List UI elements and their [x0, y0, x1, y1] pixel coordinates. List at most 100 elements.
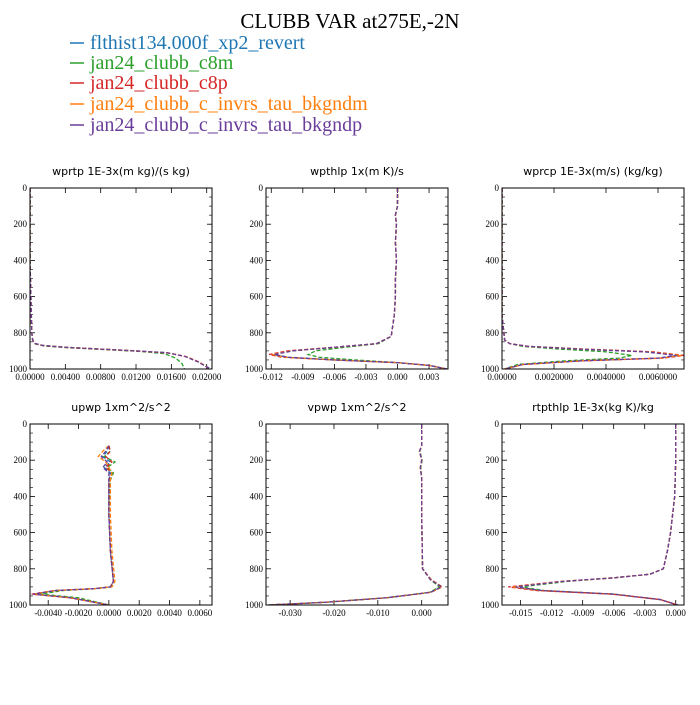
series-line [272, 188, 448, 369]
series-line [268, 424, 443, 605]
series-line [31, 445, 115, 605]
series-line [268, 424, 441, 605]
x-tick-label: 0.0060 [187, 608, 212, 618]
y-tick-label: 800 [14, 564, 28, 574]
y-tick-label: 1000 [481, 600, 500, 610]
x-tick-label: -0.009 [571, 608, 595, 618]
y-tick-label: 400 [250, 255, 264, 265]
series-line [32, 445, 115, 605]
series-line [268, 424, 443, 605]
panel-title: wprcp 1E-3x(m/s) (kg/kg) [523, 165, 662, 178]
chart-panel: wprtp 1E-3x(m kg)/(s kg) 0 200 400 600 800 100… [9, 165, 222, 382]
y-tick-label: 200 [486, 219, 500, 229]
y-tick-label: 800 [250, 328, 264, 338]
series-line [40, 445, 117, 605]
legend-label: flthist134.000f_xp2_revert [90, 32, 305, 54]
x-tick-label: 0.00000 [15, 372, 45, 382]
series-line [30, 188, 211, 369]
x-tick-label: 0.000 [666, 608, 687, 618]
series-line [520, 424, 678, 605]
chart-panel: vpwp 1xm^2/s^2 0 200 400 600 800 1000 -0.030 -0.… [245, 401, 449, 618]
x-tick-label: -0.006 [323, 372, 347, 382]
y-tick-label: 800 [250, 564, 264, 574]
series-line [512, 424, 678, 605]
x-tick-label: 0.00000 [487, 372, 517, 382]
x-tick-label: -0.030 [278, 608, 302, 618]
x-tick-label: -0.010 [366, 608, 390, 618]
panel-title: upwp 1xm^2/s^2 [71, 401, 171, 414]
y-tick-label: 800 [486, 564, 500, 574]
series-line [268, 424, 444, 605]
legend-label: jan24_clubb_c_invrs_tau_bkgndp [89, 114, 362, 136]
x-tick-label: 0.02000 [192, 372, 222, 382]
series-line [502, 188, 633, 369]
legend-label: jan24_clubb_c8m [89, 52, 234, 74]
x-tick-label: 0.01600 [157, 372, 187, 382]
series-line [32, 445, 116, 605]
y-tick-label: 0 [495, 419, 500, 429]
chart-panel: upwp 1xm^2/s^2 0 200 400 600 800 1000 -0.0040 -0… [9, 401, 213, 618]
y-tick-label: 200 [486, 455, 500, 465]
y-tick-label: 400 [250, 491, 264, 501]
x-tick-label: 0.0000 [96, 608, 121, 618]
chart-panel: rtpthlp 1E-3x(kg K)/kg02004006008001000-… [481, 401, 686, 618]
x-tick-label: 0.00800 [86, 372, 116, 382]
y-tick-label: 200 [250, 455, 264, 465]
series-line [502, 188, 679, 369]
y-tick-label: 0 [259, 183, 264, 193]
series-line [508, 424, 678, 605]
x-tick-label: -0.006 [602, 608, 626, 618]
series-line [502, 188, 677, 369]
y-tick-label: 1000 [245, 364, 264, 374]
y-tick-label: 200 [14, 455, 28, 465]
series-line [30, 188, 211, 369]
panel-title: vpwp 1xm^2/s^2 [307, 401, 406, 414]
chart-panel: wprcp 1E-3x(m/s) (kg/kg) 0 200 400 600 800 100… [481, 165, 685, 382]
series-line [502, 188, 682, 369]
y-tick-label: 600 [14, 292, 28, 302]
x-tick-label: -0.009 [291, 372, 315, 382]
legend-entry: jan24_clubb_c8p [70, 72, 228, 94]
series-line [273, 188, 448, 369]
plot-frame [265, 423, 449, 606]
legend-entry: jan24_clubb_c8m [70, 52, 234, 74]
x-tick-label: 0.00400 [51, 372, 81, 382]
y-tick-label: 0 [23, 419, 28, 429]
series-line [515, 424, 678, 605]
series-line [32, 445, 115, 605]
legend-entry: flthist134.000f_xp2_revert [70, 32, 305, 54]
plot-frame [501, 187, 685, 370]
y-tick-label: 1000 [245, 600, 264, 610]
x-tick-label: -0.015 [509, 608, 533, 618]
series-line [306, 188, 448, 369]
series-line [515, 424, 678, 605]
chart-panel: wpthlp 1x(m K)/s02004006008001000-0.012-… [245, 165, 449, 382]
legend: flthist134.000f_xp2_revert jan24_clubb_c… [70, 32, 368, 136]
plot-frame [29, 423, 213, 606]
panel-title: wpthlp 1x(m K)/s [310, 165, 404, 178]
y-tick-label: 600 [486, 292, 500, 302]
y-tick-label: 200 [250, 219, 264, 229]
x-tick-label: 0.0020 [127, 608, 152, 618]
legend-entry: jan24_clubb_c_invrs_tau_bkgndp [70, 114, 362, 136]
series-line [30, 188, 212, 369]
y-tick-label: 400 [486, 491, 500, 501]
y-tick-label: 0 [23, 183, 28, 193]
y-tick-label: 400 [14, 491, 28, 501]
y-tick-label: 0 [495, 183, 500, 193]
plot-frame [29, 187, 213, 370]
x-tick-label: -0.0040 [34, 608, 62, 618]
series-line [30, 188, 210, 369]
y-tick-label: 600 [250, 292, 264, 302]
y-tick-label: 1000 [9, 600, 28, 610]
y-tick-label: 0 [259, 419, 264, 429]
x-tick-label: 0.000 [387, 372, 408, 382]
x-tick-label: -0.003 [633, 608, 657, 618]
panels: wprtp 1E-3x(m kg)/(s kg) 0 200 400 600 800 100… [9, 165, 686, 618]
y-tick-label: 800 [14, 328, 28, 338]
x-tick-label: -0.003 [354, 372, 378, 382]
x-tick-label: 0.01200 [121, 372, 151, 382]
y-tick-label: 200 [14, 219, 28, 229]
y-tick-label: 600 [486, 528, 500, 538]
